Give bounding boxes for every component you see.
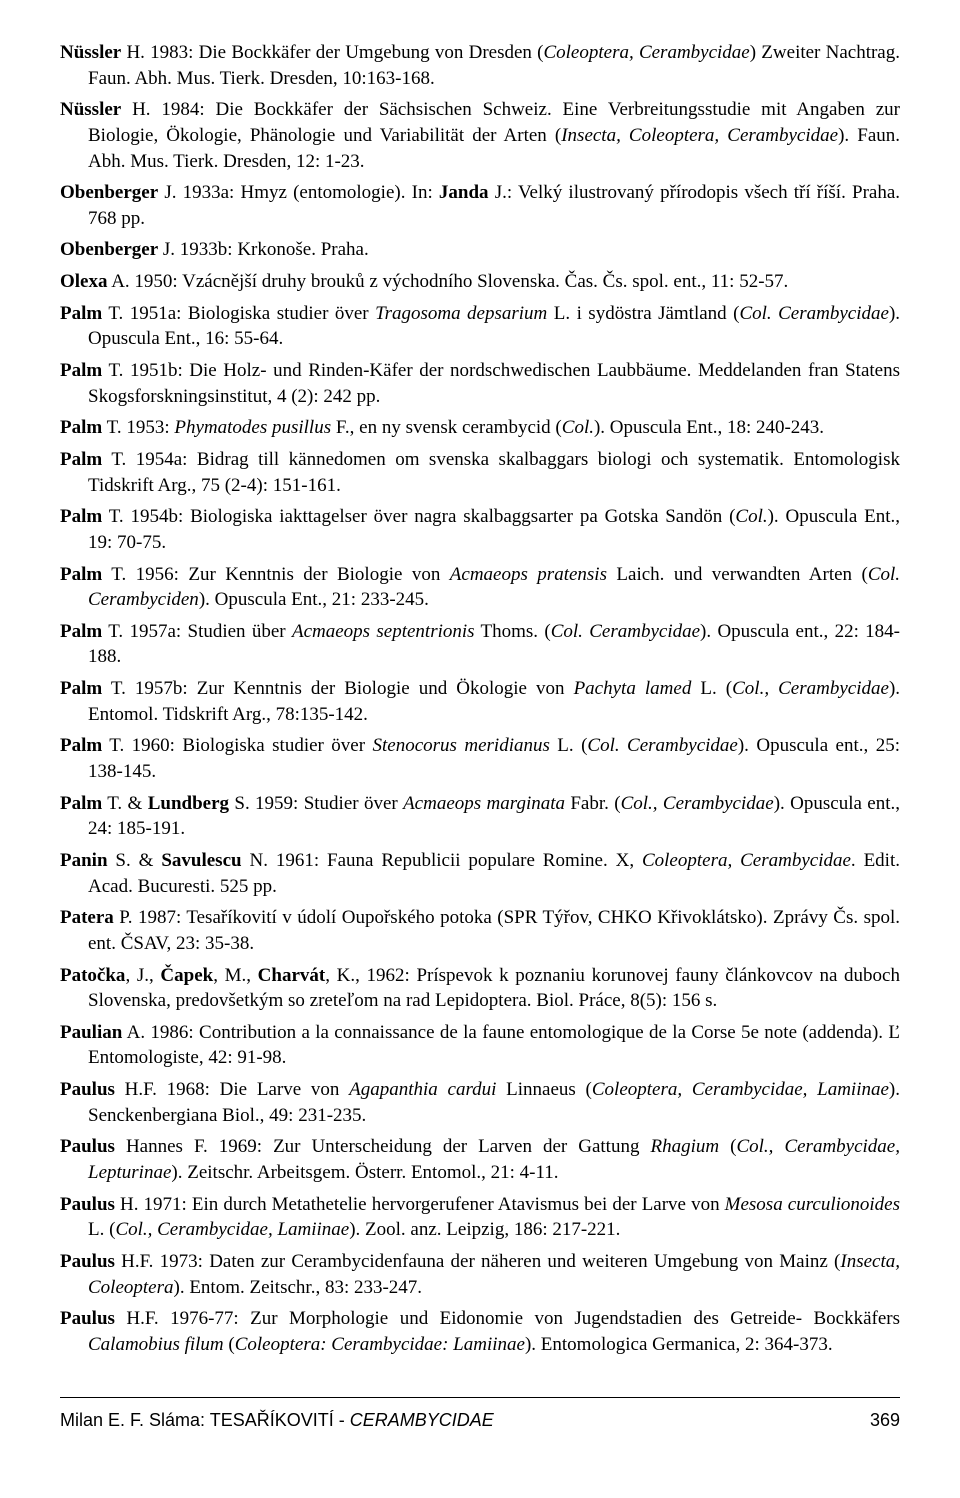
bibliography-entry: Palm T. 1951a: Biologiska studier över T… xyxy=(60,301,900,352)
bibliography-entry: Palm T. 1953: Phymatodes pusillus F., en… xyxy=(60,415,900,441)
bibliography-entry: Paulus H.F. 1973: Daten zur Cerambyciden… xyxy=(60,1249,900,1300)
bibliography-entry: Paulus H. 1971: Ein durch Metathetelie h… xyxy=(60,1192,900,1243)
bibliography-entry: Palm T. & Lundberg S. 1959: Studier över… xyxy=(60,791,900,842)
bibliography-entry: Palm T. 1956: Zur Kenntnis der Biologie … xyxy=(60,562,900,613)
bibliography-entry: Palm T. 1954b: Biologiska iakttagelser ö… xyxy=(60,504,900,555)
bibliography-entry: Palm T. 1957b: Zur Kenntnis der Biologie… xyxy=(60,676,900,727)
bibliography-entry: Nüssler H. 1983: Die Bockkäfer der Umgeb… xyxy=(60,40,900,91)
bibliography-entry: Palm T. 1951b: Die Holz- und Rinden-Käfe… xyxy=(60,358,900,409)
bibliography-entry: Olexa A. 1950: Vzácnější druhy brouků z … xyxy=(60,269,900,295)
bibliography-entry: Palm T. 1957a: Studien über Acmaeops sep… xyxy=(60,619,900,670)
bibliography-entry: Paulian A. 1986: Contribution a la conna… xyxy=(60,1020,900,1071)
bibliography-entry: Paulus Hannes F. 1969: Zur Unterscheidun… xyxy=(60,1134,900,1185)
bibliography-entry: Patočka, J., Čapek, M., Charvát, K., 196… xyxy=(60,963,900,1014)
footer-rule xyxy=(60,1397,900,1398)
footer-author: Milan E. F. Sláma: TESAŘÍKOVITÍ - xyxy=(60,1410,350,1430)
footer-author-title: Milan E. F. Sláma: TESAŘÍKOVITÍ - CERAMB… xyxy=(60,1408,494,1432)
bibliography-entry: Panin S. & Savulescu N. 1961: Fauna Repu… xyxy=(60,848,900,899)
footer-title-italic: CERAMBYCIDAE xyxy=(350,1410,494,1430)
bibliography-list: Nüssler H. 1983: Die Bockkäfer der Umgeb… xyxy=(60,40,900,1357)
bibliography-entry: Nüssler H. 1984: Die Bockkäfer der Sächs… xyxy=(60,97,900,174)
footer-page-number: 369 xyxy=(870,1408,900,1432)
page-footer: Milan E. F. Sláma: TESAŘÍKOVITÍ - CERAMB… xyxy=(60,1408,900,1432)
bibliography-entry: Paulus H.F. 1976-77: Zur Morphologie und… xyxy=(60,1306,900,1357)
bibliography-entry: Obenberger J. 1933a: Hmyz (entomologie).… xyxy=(60,180,900,231)
bibliography-entry: Obenberger J. 1933b: Krkonoše. Praha. xyxy=(60,237,900,263)
bibliography-entry: Palm T. 1960: Biologiska studier över St… xyxy=(60,733,900,784)
bibliography-entry: Palm T. 1954a: Bidrag till kännedomen om… xyxy=(60,447,900,498)
bibliography-entry: Patera P. 1987: Tesaříkovití v údolí Oup… xyxy=(60,905,900,956)
bibliography-entry: Paulus H.F. 1968: Die Larve von Agapanth… xyxy=(60,1077,900,1128)
